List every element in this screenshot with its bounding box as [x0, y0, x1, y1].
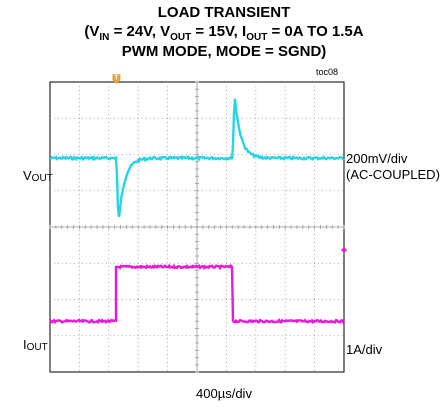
chart-conditions-line: (VIN = 24V, VOUT = 15V, IOUT = 0A TO 1.5…	[0, 23, 448, 43]
vout-label: VOUT	[23, 168, 53, 184]
x-scale: 400µs/div	[196, 386, 252, 401]
cond-eq1: = 24V, V	[109, 23, 171, 40]
iout-label-sub: OUT	[26, 342, 48, 353]
iout-trace	[49, 263, 345, 325]
chart-mode-line: PWM MODE, MODE = SGND)	[121, 43, 327, 60]
figure-id: toc08	[316, 67, 339, 77]
cond-out-sub2: OUT	[246, 32, 268, 43]
cond-in-sub: IN	[99, 32, 110, 43]
cond-eq2: = 15V, I	[191, 23, 247, 40]
trigger-marker-icon	[112, 74, 121, 84]
iout-scale: 1A/div	[346, 342, 383, 357]
cond-eq3: = 0A TO 1.5A	[267, 23, 364, 40]
chart-title: LOAD TRANSIENT	[157, 4, 291, 21]
iout-label: IOUT	[23, 337, 48, 353]
vout-coupling: (AC-COUPLED)	[346, 167, 440, 182]
cond-out-sub: OUT	[170, 32, 192, 43]
iout-edge-marker	[341, 246, 347, 253]
vout-label-sub: OUT	[31, 173, 53, 184]
vout-trace	[49, 98, 345, 218]
vout-scale: 200mV/div	[346, 151, 408, 166]
cond-v: (V	[84, 23, 100, 40]
trigger-marker-label: T	[114, 75, 119, 82]
